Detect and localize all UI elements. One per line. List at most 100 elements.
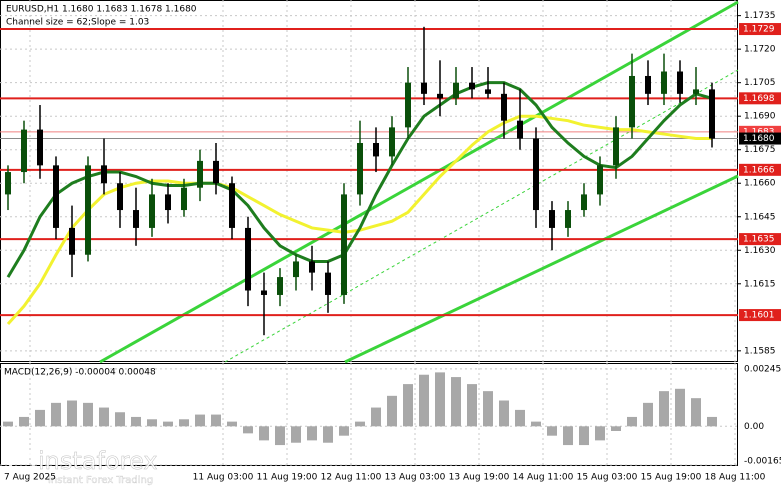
macd-bar	[627, 416, 637, 427]
fast-ma	[6, 81, 713, 278]
candle-body	[325, 272, 331, 295]
price-box	[739, 132, 781, 145]
y-tick-label: 1.1735	[744, 11, 776, 21]
channel-lower	[344, 174, 739, 364]
macd-bar	[163, 421, 173, 427]
candle-body	[261, 290, 267, 295]
candle-body	[709, 89, 715, 139]
macd-bar	[563, 426, 573, 446]
x-tick-label: 15 Aug 19:00	[641, 473, 702, 483]
candle-body	[677, 71, 683, 94]
macd-bar	[595, 426, 605, 441]
candle-body	[453, 82, 459, 99]
watermark: instaforex Instant Forex Trading	[8, 447, 158, 486]
macd-bar	[675, 388, 685, 427]
macd-bar	[403, 384, 413, 427]
macd-tick-label: -0.00165	[744, 457, 781, 467]
header: EURUSD,H1 1.1680 1.1683 1.1678 1.1680	[6, 5, 197, 15]
candle-body	[21, 129, 27, 173]
candle-body	[421, 82, 427, 94]
candle-body	[533, 138, 539, 211]
macd-bar	[419, 374, 429, 427]
macd-bar	[307, 426, 317, 441]
macd-bar	[99, 407, 109, 427]
candle-body	[597, 165, 603, 195]
macd-bar	[323, 426, 333, 443]
y-tick-label: 1.1690	[744, 112, 776, 122]
macd-bar	[147, 419, 157, 427]
candle-body	[245, 227, 251, 291]
candle-body	[629, 75, 635, 128]
macd-bar	[19, 416, 29, 427]
candle-body	[37, 129, 43, 166]
candle-body	[277, 277, 283, 295]
ask-label: 1.1683	[743, 127, 775, 137]
candle-body	[133, 210, 139, 228]
candle-body	[389, 127, 395, 157]
watermark-icon	[8, 448, 36, 476]
candle-body	[437, 93, 443, 99]
candle-body	[69, 227, 75, 255]
x-tick-label: 11 Aug 03:00	[193, 473, 254, 483]
macd-bar	[531, 421, 541, 427]
level-box	[739, 92, 781, 105]
candle-body	[229, 183, 235, 228]
macd-bar	[51, 402, 61, 427]
macd-bar	[435, 372, 445, 427]
price-label: 1.1680	[743, 134, 775, 144]
y-tick-label: 1.1705	[744, 78, 776, 88]
macd-bar	[259, 426, 269, 441]
candle-body	[693, 89, 699, 94]
level-box	[739, 309, 781, 322]
candle-body	[53, 165, 59, 228]
candle-body	[357, 143, 363, 195]
main-frame	[0, 0, 738, 362]
y-tick-label: 1.1630	[744, 246, 776, 256]
macd-bar	[483, 391, 493, 427]
macd-bar	[547, 426, 557, 436]
level-box	[739, 233, 781, 246]
x-tick-label: 13 Aug 03:00	[385, 473, 446, 483]
y-tick-label: 1.1675	[744, 145, 776, 155]
candle-body	[181, 187, 187, 211]
channel-middle	[224, 69, 739, 363]
candle-body	[149, 194, 155, 228]
candle-body	[5, 172, 11, 195]
candle-body	[341, 194, 347, 295]
macd-bar	[131, 416, 141, 427]
candle-body	[517, 120, 523, 139]
candle-body	[309, 261, 315, 273]
macd-bar	[227, 421, 237, 427]
candle-body	[405, 82, 411, 128]
macd-bar	[3, 421, 13, 427]
macd-bar	[467, 384, 477, 427]
level-label: 1.1601	[743, 311, 775, 321]
x-tick-label: 7 Aug 2025	[4, 473, 56, 483]
macd-bar	[371, 407, 381, 427]
macd-bar	[275, 426, 285, 446]
macd-bar	[195, 414, 205, 427]
macd-bar	[243, 426, 253, 434]
candle-body	[469, 82, 475, 90]
x-tick-label: 11 Aug 19:00	[257, 473, 318, 483]
candle-body	[165, 194, 171, 211]
macd-bar	[387, 395, 397, 427]
y-tick-label: 1.1645	[744, 212, 776, 222]
macd-bar	[211, 414, 221, 427]
y-tick-label: 1.1585	[744, 346, 776, 356]
macd-bar	[83, 402, 93, 427]
subtitle: Channel size = 62;Slope = 1.03	[6, 18, 149, 28]
macd-frame	[0, 363, 738, 466]
x-tick-label: 12 Aug 11:00	[321, 473, 382, 483]
watermark-tagline: Instant Forex Trading	[48, 475, 153, 486]
level-label: 1.1666	[743, 165, 775, 175]
macd-bar	[579, 426, 589, 446]
y-tick-label: 1.1615	[744, 279, 776, 289]
candle-body	[501, 93, 507, 121]
plot	[0, 26, 738, 446]
candle-body	[293, 261, 299, 278]
macd-bar	[339, 426, 349, 436]
candle-body	[645, 75, 651, 94]
